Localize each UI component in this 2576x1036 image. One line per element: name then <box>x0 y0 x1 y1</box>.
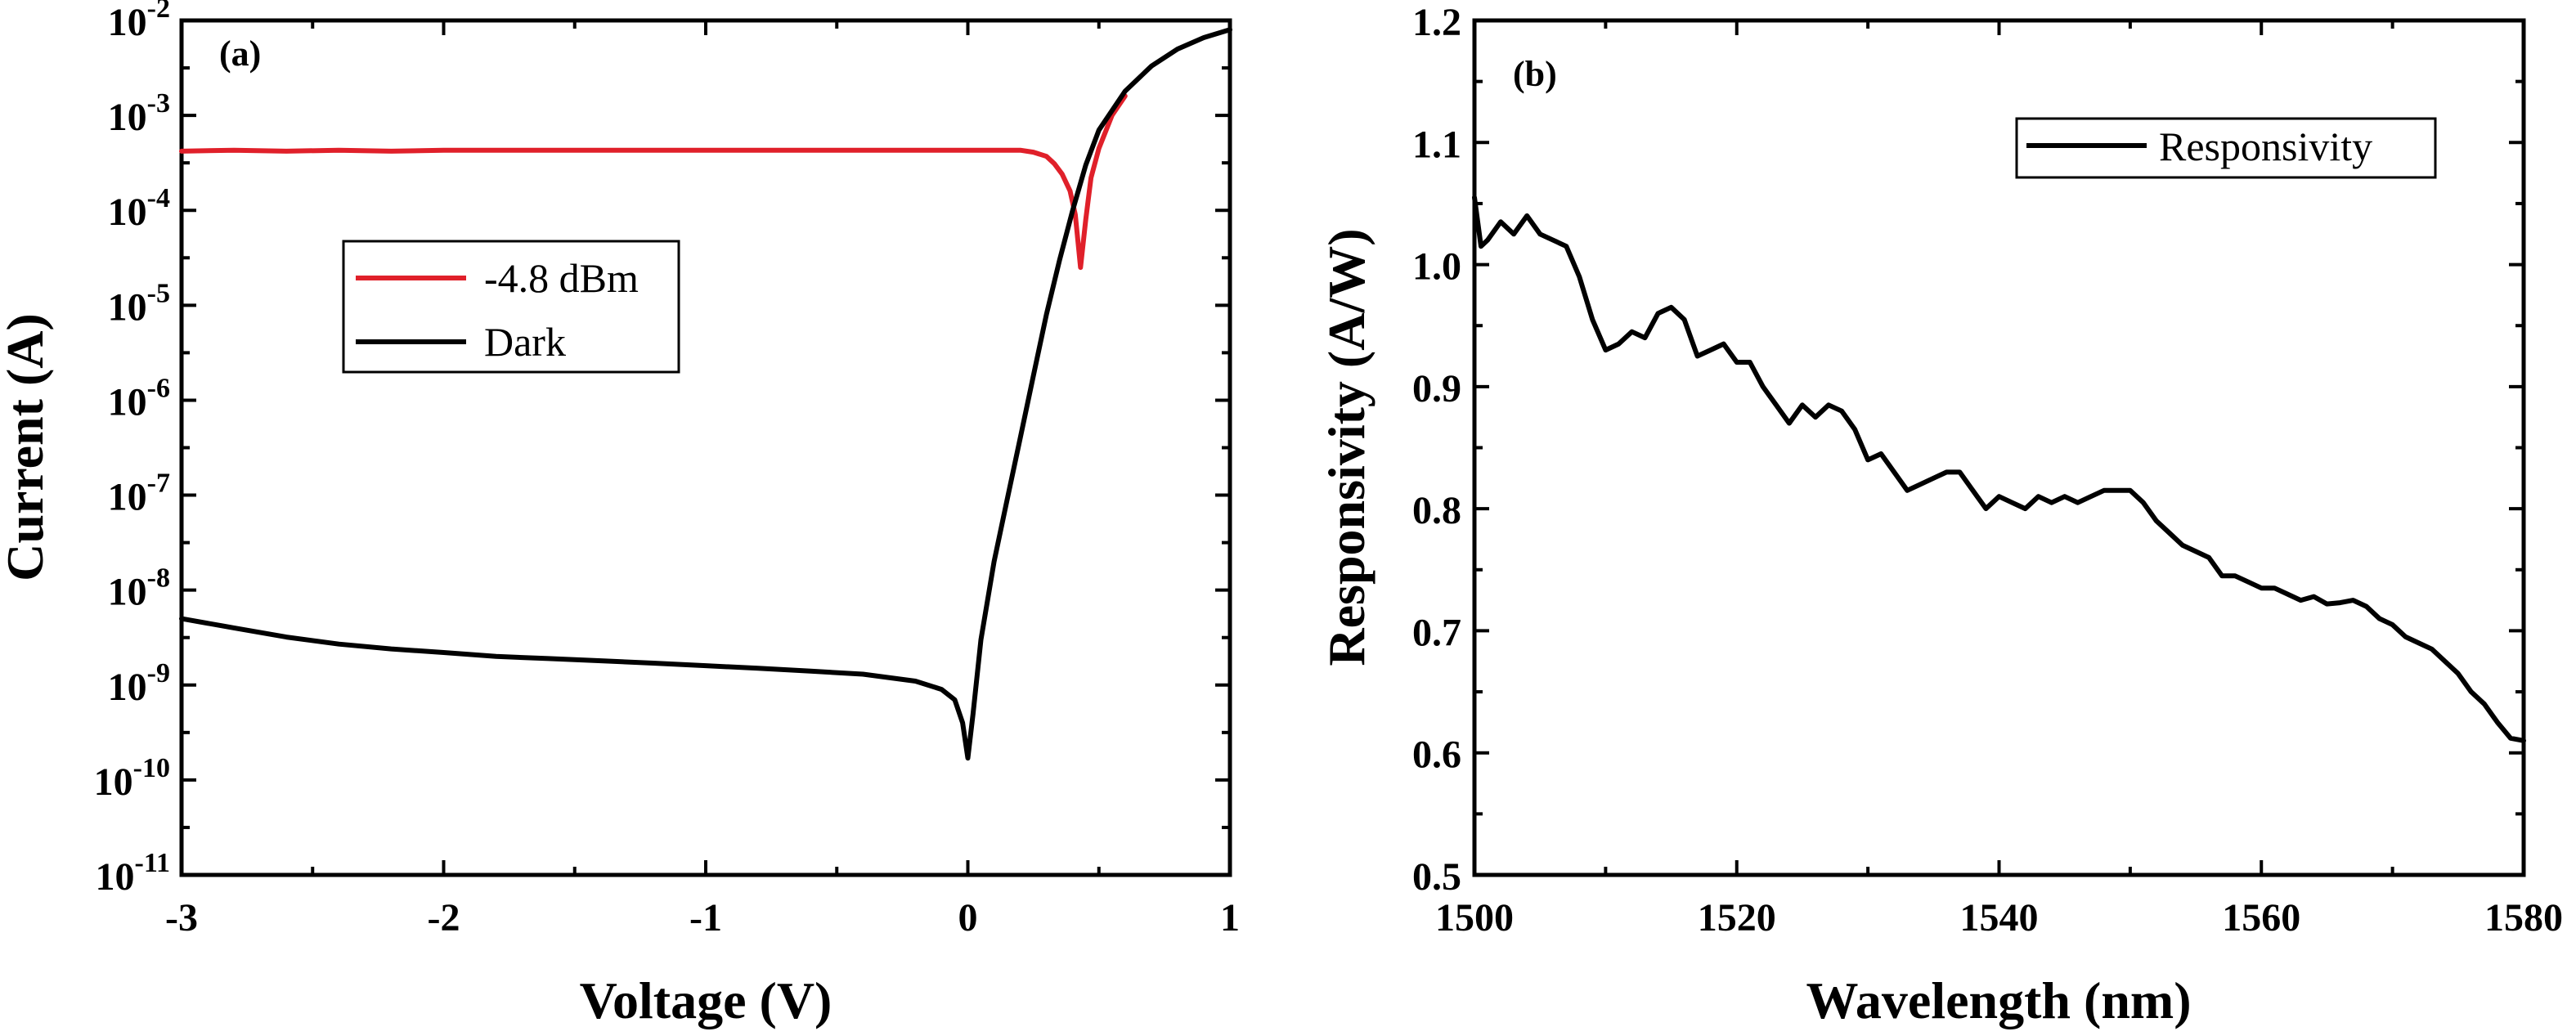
x-tick-label: 1520 <box>1698 896 1776 940</box>
x-tick-label: 1500 <box>1435 896 1514 940</box>
y-tick-label: 10-2 <box>108 0 170 44</box>
panel-a-y-axis-label: Current (A) <box>0 313 54 581</box>
y-tick-label: 0.6 <box>1412 733 1461 777</box>
panel-a-y-ticks: 10-11 10-10 10-9 10-8 10-7 10-6 10-5 10-4 10-3 10… <box>94 0 1230 899</box>
panel-b-x-ticks: 1500 1520 1540 1560 1580 <box>1435 20 2563 940</box>
panel-b-x-axis-label: Wavelength (nm) <box>1806 971 2191 1029</box>
y-tick-label: 10-10 <box>94 753 170 804</box>
panel-a-iv-curve: -3 -2 -1 0 1 10-1110-1010-910-810-710-610-51… <box>0 0 1240 1029</box>
y-tick-label: 10-7 <box>108 469 170 519</box>
a-series-line-1 <box>179 27 1232 761</box>
x-tick-label: 0 <box>958 896 978 940</box>
y-tick-label: 1.1 <box>1412 123 1461 166</box>
panel-a-x-axis-label: Voltage (V) <box>580 971 832 1029</box>
panel-a-x-ticks: -3 -2 -1 0 1 <box>165 20 1240 940</box>
panel-b-y-axis-label: Responsivity (A/W) <box>1317 228 1376 666</box>
y-tick-label: 10-8 <box>108 563 170 614</box>
y-tick-label: 10-4 <box>108 183 170 234</box>
y-tick-label: 10-9 <box>108 658 170 709</box>
y-tick-label: 0.8 <box>1412 489 1461 532</box>
a-series-line-0 <box>179 93 1128 271</box>
x-tick-label: -1 <box>689 896 722 940</box>
x-tick-label: 1 <box>1220 896 1240 940</box>
x-tick-label: -2 <box>428 896 460 940</box>
y-tick-label: 0.7 <box>1412 611 1461 654</box>
panel-a-legend: -4.8 dBm Dark <box>342 240 680 374</box>
legend-label-responsivity: Responsivity <box>2159 123 2372 169</box>
panel-a-legend-box <box>342 240 680 374</box>
y-tick-label: 1.0 <box>1412 245 1461 289</box>
y-tick-label: 10-6 <box>108 373 170 424</box>
y-tick-label: 0.9 <box>1412 367 1461 410</box>
panel-b-label: (b) <box>1513 54 1557 94</box>
b-series-line-0 <box>1472 195 2526 743</box>
legend-label-series-1: Dark <box>484 319 566 365</box>
y-tick-label: 0.5 <box>1412 855 1461 899</box>
panel-b-series <box>1472 195 2526 743</box>
x-tick-label: 1580 <box>2484 896 2563 940</box>
panel-a-label: (a) <box>219 34 261 74</box>
y-tick-label: 10-3 <box>108 88 170 139</box>
panel-b-y-ticks: 0.5 0.6 0.7 0.8 0.9 1.0 1.1 1.2 <box>1412 1 2524 899</box>
legend-label-series-0: -4.8 dBm <box>484 255 639 301</box>
panel-b-legend: Responsivity <box>2015 117 2437 179</box>
panel-b-responsivity: 1500 1520 1540 1560 1580 0.50.60.70.80.91.01… <box>1317 1 2563 1029</box>
y-tick-label: 10-5 <box>108 278 170 329</box>
x-tick-label: 1540 <box>1960 896 2039 940</box>
y-tick-label: 1.2 <box>1412 1 1461 44</box>
x-tick-label: -3 <box>165 896 198 940</box>
x-tick-label: 1560 <box>2222 896 2300 940</box>
panel-a-series <box>179 27 1232 761</box>
y-tick-label: 10-11 <box>96 848 170 899</box>
